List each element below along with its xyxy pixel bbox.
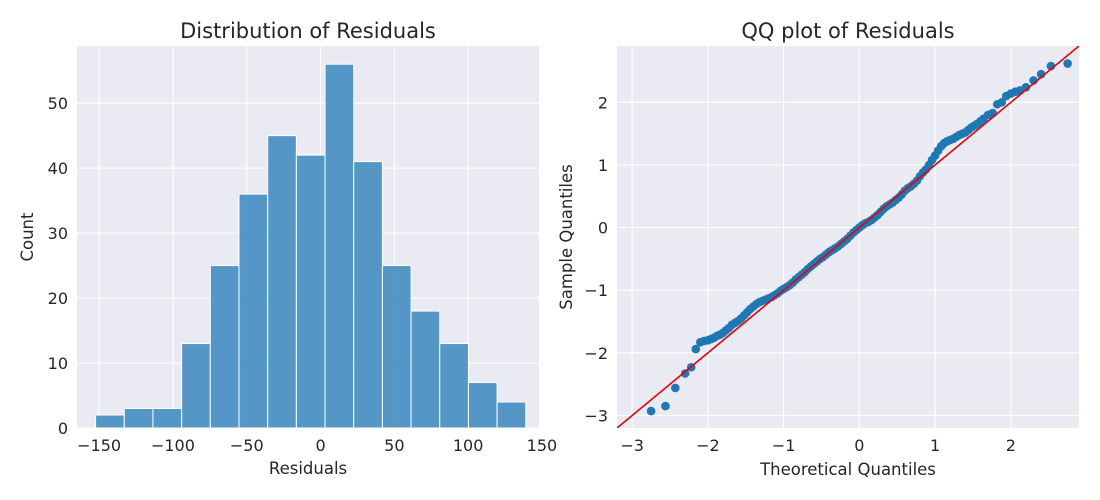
histogram-bar bbox=[295, 154, 326, 429]
histogram-panel: −150 −100 −50 0 50 100 150 0 10 20 30 40 50 Distrib… bbox=[18, 19, 557, 478]
qq-x-label: Theoretical Quantiles bbox=[759, 460, 936, 479]
qq-reference-line-group bbox=[617, 46, 1079, 428]
qq-point bbox=[997, 98, 1007, 107]
qq-point bbox=[988, 108, 997, 118]
qq-y-tick-label: 2 bbox=[598, 93, 608, 112]
qq-point bbox=[680, 369, 690, 378]
qq-x-tick-label: 2 bbox=[1006, 436, 1016, 455]
histogram-bar bbox=[467, 382, 498, 429]
qq-x-tick-label: 0 bbox=[854, 436, 864, 455]
histogram-bar bbox=[209, 265, 240, 429]
histogram-bar bbox=[439, 343, 469, 429]
qq-y-tick-label: −2 bbox=[584, 344, 608, 363]
histogram-x-ticks: −150 −100 −50 0 50 100 150 bbox=[77, 436, 557, 455]
histogram-bar bbox=[353, 161, 383, 429]
histogram-bar bbox=[267, 135, 297, 429]
histogram-bar bbox=[381, 265, 412, 429]
histogram-x-tick-label: 0 bbox=[315, 436, 325, 455]
histogram-y-tick-label: 40 bbox=[48, 159, 68, 178]
histogram-bar bbox=[410, 310, 441, 429]
histogram-bar bbox=[324, 63, 355, 429]
qq-point bbox=[1021, 83, 1031, 92]
qq-point bbox=[691, 344, 701, 354]
qq-x-ticks: −3 −2 −1 0 1 2 bbox=[620, 436, 1016, 455]
qq-point bbox=[661, 401, 670, 411]
histogram-title: Distribution of Residuals bbox=[180, 19, 436, 43]
qq-y-tick-label: 0 bbox=[598, 219, 608, 238]
histogram-y-label: Count bbox=[18, 212, 37, 262]
qq-y-label: Sample Quantiles bbox=[557, 164, 576, 310]
histogram-bar bbox=[238, 193, 269, 429]
qq-title: QQ plot of Residuals bbox=[741, 19, 954, 43]
histogram-x-label: Residuals bbox=[269, 459, 347, 478]
histogram-bar bbox=[152, 408, 183, 429]
qq-y-ticks: −3 −2 −1 0 1 2 bbox=[584, 93, 608, 425]
histogram-x-tick-label: −50 bbox=[230, 436, 264, 455]
histogram-y-ticks: 0 10 20 30 40 50 bbox=[48, 94, 68, 438]
histogram-y-tick-label: 50 bbox=[48, 94, 68, 113]
histogram-y-tick-label: 0 bbox=[58, 419, 68, 438]
histogram-x-tick-label: 150 bbox=[527, 436, 558, 455]
histogram-y-tick-label: 30 bbox=[48, 224, 68, 243]
qq-y-tick-label: 1 bbox=[598, 156, 608, 175]
histogram-y-tick-label: 10 bbox=[48, 354, 68, 373]
qq-reference-line bbox=[617, 46, 1079, 428]
qq-point bbox=[1063, 59, 1072, 68]
histogram-y-tick-label: 20 bbox=[48, 289, 68, 308]
qq-x-tick-label: −1 bbox=[772, 436, 796, 455]
qq-x-tick-label: −3 bbox=[620, 436, 644, 455]
qq-y-tick-label: −1 bbox=[584, 281, 608, 300]
histogram-bar bbox=[496, 401, 527, 429]
histogram-bar bbox=[123, 408, 154, 429]
histogram-bars bbox=[95, 63, 527, 429]
qq-point bbox=[646, 406, 656, 416]
qq-y-tick-label: −3 bbox=[584, 406, 608, 425]
histogram-x-tick-label: −100 bbox=[151, 436, 195, 455]
histogram-bar bbox=[95, 414, 125, 429]
qq-x-tick-label: 1 bbox=[930, 436, 940, 455]
histogram-x-tick-label: −150 bbox=[77, 436, 121, 455]
histogram-bar bbox=[181, 343, 211, 429]
qq-panel: −3 −2 −1 0 1 2 −3 −2 −1 0 1 2 QQ plot of Residuals… bbox=[557, 19, 1079, 479]
histogram-x-tick-label: 100 bbox=[453, 436, 484, 455]
histogram-x-tick-label: 50 bbox=[384, 436, 404, 455]
qq-point bbox=[671, 383, 680, 393]
qq-x-tick-label: −2 bbox=[696, 436, 720, 455]
